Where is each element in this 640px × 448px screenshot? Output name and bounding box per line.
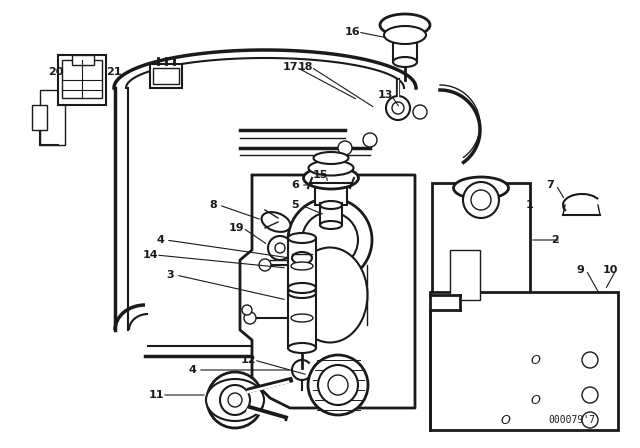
Circle shape [220,385,250,415]
Ellipse shape [262,212,291,232]
Text: 20: 20 [48,67,64,77]
Bar [432,183,530,348]
Bar [58,55,106,105]
Circle shape [582,387,598,403]
Polygon shape [240,175,415,408]
Text: 18: 18 [297,62,313,72]
Ellipse shape [314,152,349,164]
Circle shape [268,236,292,260]
Text: O: O [530,353,540,366]
Text: 4: 4 [156,235,164,245]
Circle shape [363,133,377,147]
Ellipse shape [292,247,367,343]
Circle shape [308,355,368,415]
Bar [430,295,460,310]
Text: 9: 9 [576,265,584,275]
Circle shape [392,102,404,114]
Ellipse shape [380,14,430,36]
Text: 19: 19 [229,223,245,233]
Text: 21: 21 [106,67,122,77]
Text: 000079'7: 000079'7 [548,415,595,425]
Circle shape [228,393,242,407]
Ellipse shape [454,177,509,199]
Circle shape [259,259,271,271]
Ellipse shape [288,343,316,353]
Ellipse shape [291,262,313,270]
Text: 17: 17 [282,62,298,72]
Text: 15: 15 [312,170,328,180]
Ellipse shape [291,314,313,322]
Ellipse shape [288,233,316,243]
Text: 10: 10 [602,265,618,275]
Circle shape [207,372,263,428]
Text: O: O [530,393,540,406]
Circle shape [242,305,252,315]
Bar [430,292,618,430]
Ellipse shape [288,283,316,293]
Text: 14: 14 [142,250,158,260]
Circle shape [288,198,372,282]
Ellipse shape [320,221,342,229]
Circle shape [413,105,427,119]
Ellipse shape [292,252,312,264]
Circle shape [244,312,256,324]
Bar [32,105,47,130]
Text: O: O [500,414,510,426]
Bar [40,90,65,145]
Text: 11: 11 [148,390,164,400]
Text: 2: 2 [551,235,559,245]
Bar [153,68,179,84]
Bar [393,32,417,62]
Bar [72,55,94,65]
Text: 6: 6 [291,180,299,190]
Ellipse shape [393,57,417,67]
Ellipse shape [308,160,353,176]
Bar [150,64,182,88]
Circle shape [582,352,598,368]
Text: 12: 12 [240,355,256,365]
Circle shape [328,375,348,395]
Circle shape [386,96,410,120]
Circle shape [302,212,358,268]
Bar [450,250,480,300]
Bar [288,238,316,293]
Text: 16: 16 [344,27,360,37]
Circle shape [318,365,358,405]
Bar [320,203,342,225]
Circle shape [463,182,499,218]
Bar [315,185,347,205]
Text: 13: 13 [378,90,393,100]
Bar [288,288,316,348]
Ellipse shape [288,288,316,298]
Ellipse shape [384,26,426,44]
Ellipse shape [206,379,264,421]
Text: 7: 7 [546,180,554,190]
Text: 3: 3 [166,270,174,280]
Circle shape [275,243,285,253]
Circle shape [471,190,491,210]
Circle shape [582,412,598,428]
Ellipse shape [303,167,358,189]
Text: 5: 5 [291,200,299,210]
Text: 8: 8 [209,200,217,210]
Bar [62,60,102,98]
Text: 4: 4 [188,365,196,375]
Text: 1: 1 [526,200,534,210]
Circle shape [338,141,352,155]
Ellipse shape [320,201,342,209]
